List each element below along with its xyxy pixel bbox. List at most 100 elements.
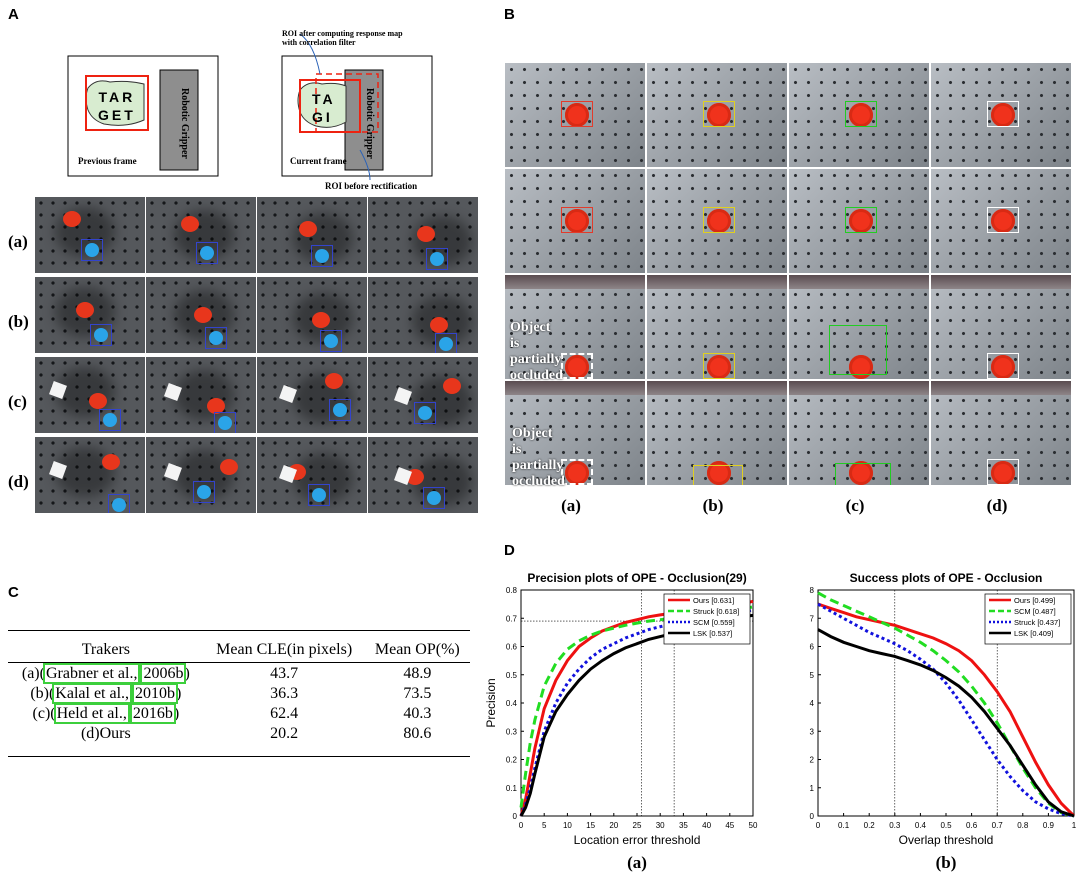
tracker-cell: (c)(Held et al., 2016b) — [8, 703, 204, 724]
red-target — [849, 355, 873, 379]
grid-a-tile — [256, 436, 368, 514]
legend-box — [663, 593, 751, 645]
x-axis-label: Overlap threshold — [899, 833, 994, 847]
citation-year-link[interactable]: 2006b — [140, 663, 187, 684]
panel-label-c: C — [8, 584, 19, 601]
grid-b-tile — [504, 168, 646, 274]
op-cell: 73.5 — [403, 685, 432, 702]
red-object — [299, 221, 317, 237]
target-text-left-line2: GET — [98, 107, 136, 123]
y-axis-label: Precision — [484, 678, 498, 727]
occluder-edge — [647, 381, 787, 395]
grid-a-tile — [34, 356, 146, 434]
y-tick-label: 0.2 — [506, 756, 518, 765]
blue-object — [418, 406, 432, 420]
x-tick-label: 0.8 — [1017, 821, 1029, 830]
grid-a-tile — [145, 276, 257, 354]
grid-b-tile — [504, 274, 646, 380]
citation-year-link[interactable]: 2016b — [129, 703, 176, 724]
y-tick-label: 5 — [810, 671, 815, 680]
op-cell: 48.9 — [403, 665, 432, 682]
header-op: Mean OP(%) — [374, 641, 460, 658]
occlusion-note-1: Object is partially occluded — [510, 320, 563, 383]
table-row: (a)(Grabner et al., 2006b) 43.7 48.9 — [8, 663, 470, 684]
header-trackers: Trakers — [81, 641, 130, 658]
series-line — [817, 591, 1075, 818]
red-target — [707, 355, 731, 379]
blue-object — [218, 416, 232, 430]
citation-author-link[interactable]: Held et al., — [53, 703, 130, 724]
tracking-box — [423, 487, 445, 509]
tracking-box — [320, 330, 342, 352]
citation-year-link[interactable]: 2010b — [132, 683, 179, 704]
grid-a-tile — [367, 436, 479, 514]
grid-b-tile — [930, 380, 1072, 486]
table-row: (d)Ours 20.2 80.6 — [8, 724, 470, 744]
grid-a-tile — [145, 356, 257, 434]
blue-object — [312, 488, 326, 502]
occluder-edge — [505, 381, 645, 395]
occluder-edge — [505, 275, 645, 289]
op-cell: 80.6 — [403, 725, 432, 742]
annotation-arrow-top — [299, 33, 321, 75]
result-box — [987, 353, 1019, 379]
tracking-box — [99, 409, 121, 431]
annotation-arrow-bottom — [359, 149, 371, 181]
grid-b-tile — [788, 274, 930, 380]
red-target — [991, 209, 1015, 233]
legend-box — [984, 593, 1072, 645]
column-label-d: (d) — [986, 496, 1008, 515]
header-cle: Mean CLE(in pixels) — [216, 641, 353, 658]
red-object — [417, 226, 435, 242]
grid-a-tile — [34, 436, 146, 514]
series-line — [817, 602, 1076, 818]
x-tick-label: 0 — [816, 821, 821, 830]
grid-b-tile — [788, 380, 930, 486]
x-tick-label: 0.1 — [838, 821, 850, 830]
red-target — [849, 103, 873, 127]
tracker-prefix: (c)( — [32, 705, 56, 722]
red-target — [565, 103, 589, 127]
row-label-c: (c) — [8, 392, 27, 411]
y-tick-label: 2 — [810, 756, 815, 765]
tracker-suffix: ) — [184, 665, 190, 682]
tracking-box — [90, 324, 112, 346]
red-object — [443, 378, 461, 394]
tracking-box — [108, 494, 130, 513]
x-tick-label: 1 — [1072, 821, 1077, 830]
legend-label: SCM [0.559] — [693, 618, 735, 627]
schematic-diagram: ROI after computing response map with co… — [0, 0, 500, 195]
cle-cell: 62.4 — [270, 705, 299, 722]
target-text-left-line1: TAR — [98, 89, 136, 105]
blue-object — [103, 413, 117, 427]
x-tick-label: 0.4 — [915, 821, 927, 830]
y-tick-label: 0.8 — [506, 586, 518, 595]
red-target — [991, 103, 1015, 127]
citation-author-link[interactable]: Kalal et al., — [52, 683, 133, 704]
result-box — [703, 353, 735, 379]
tile-shadow — [55, 367, 115, 417]
chart-sublabel: (b) — [936, 853, 957, 872]
citation-author-link[interactable]: Grabner et al., — [42, 663, 141, 684]
grid-a-tile — [145, 196, 257, 274]
result-box — [693, 465, 743, 485]
annotation-top: ROI after computing response map with co… — [282, 29, 403, 47]
tracker-cell: (d)Ours — [8, 724, 204, 744]
cle-cell: 43.7 — [270, 665, 299, 682]
grid-b-tile — [930, 62, 1072, 168]
red-object — [430, 317, 448, 333]
cle-cell: 20.2 — [270, 725, 299, 742]
panel-label-b: B — [504, 6, 515, 23]
table-header-row: Trakers Mean CLE(in pixels) Mean OP(%) — [8, 636, 470, 664]
x-tick-label: 0.6 — [966, 821, 978, 830]
y-tick-label: 7 — [810, 614, 815, 623]
y-tick-label: 4 — [810, 699, 815, 708]
grid-a-tile — [367, 276, 479, 354]
tracking-box — [426, 248, 448, 270]
row-label-d: (d) — [8, 472, 29, 491]
previous-frame-label: Previous frame — [78, 156, 137, 166]
x-tick-label: 15 — [586, 821, 595, 830]
blue-object — [333, 403, 347, 417]
tracking-box — [311, 245, 333, 267]
blue-object — [209, 331, 223, 345]
